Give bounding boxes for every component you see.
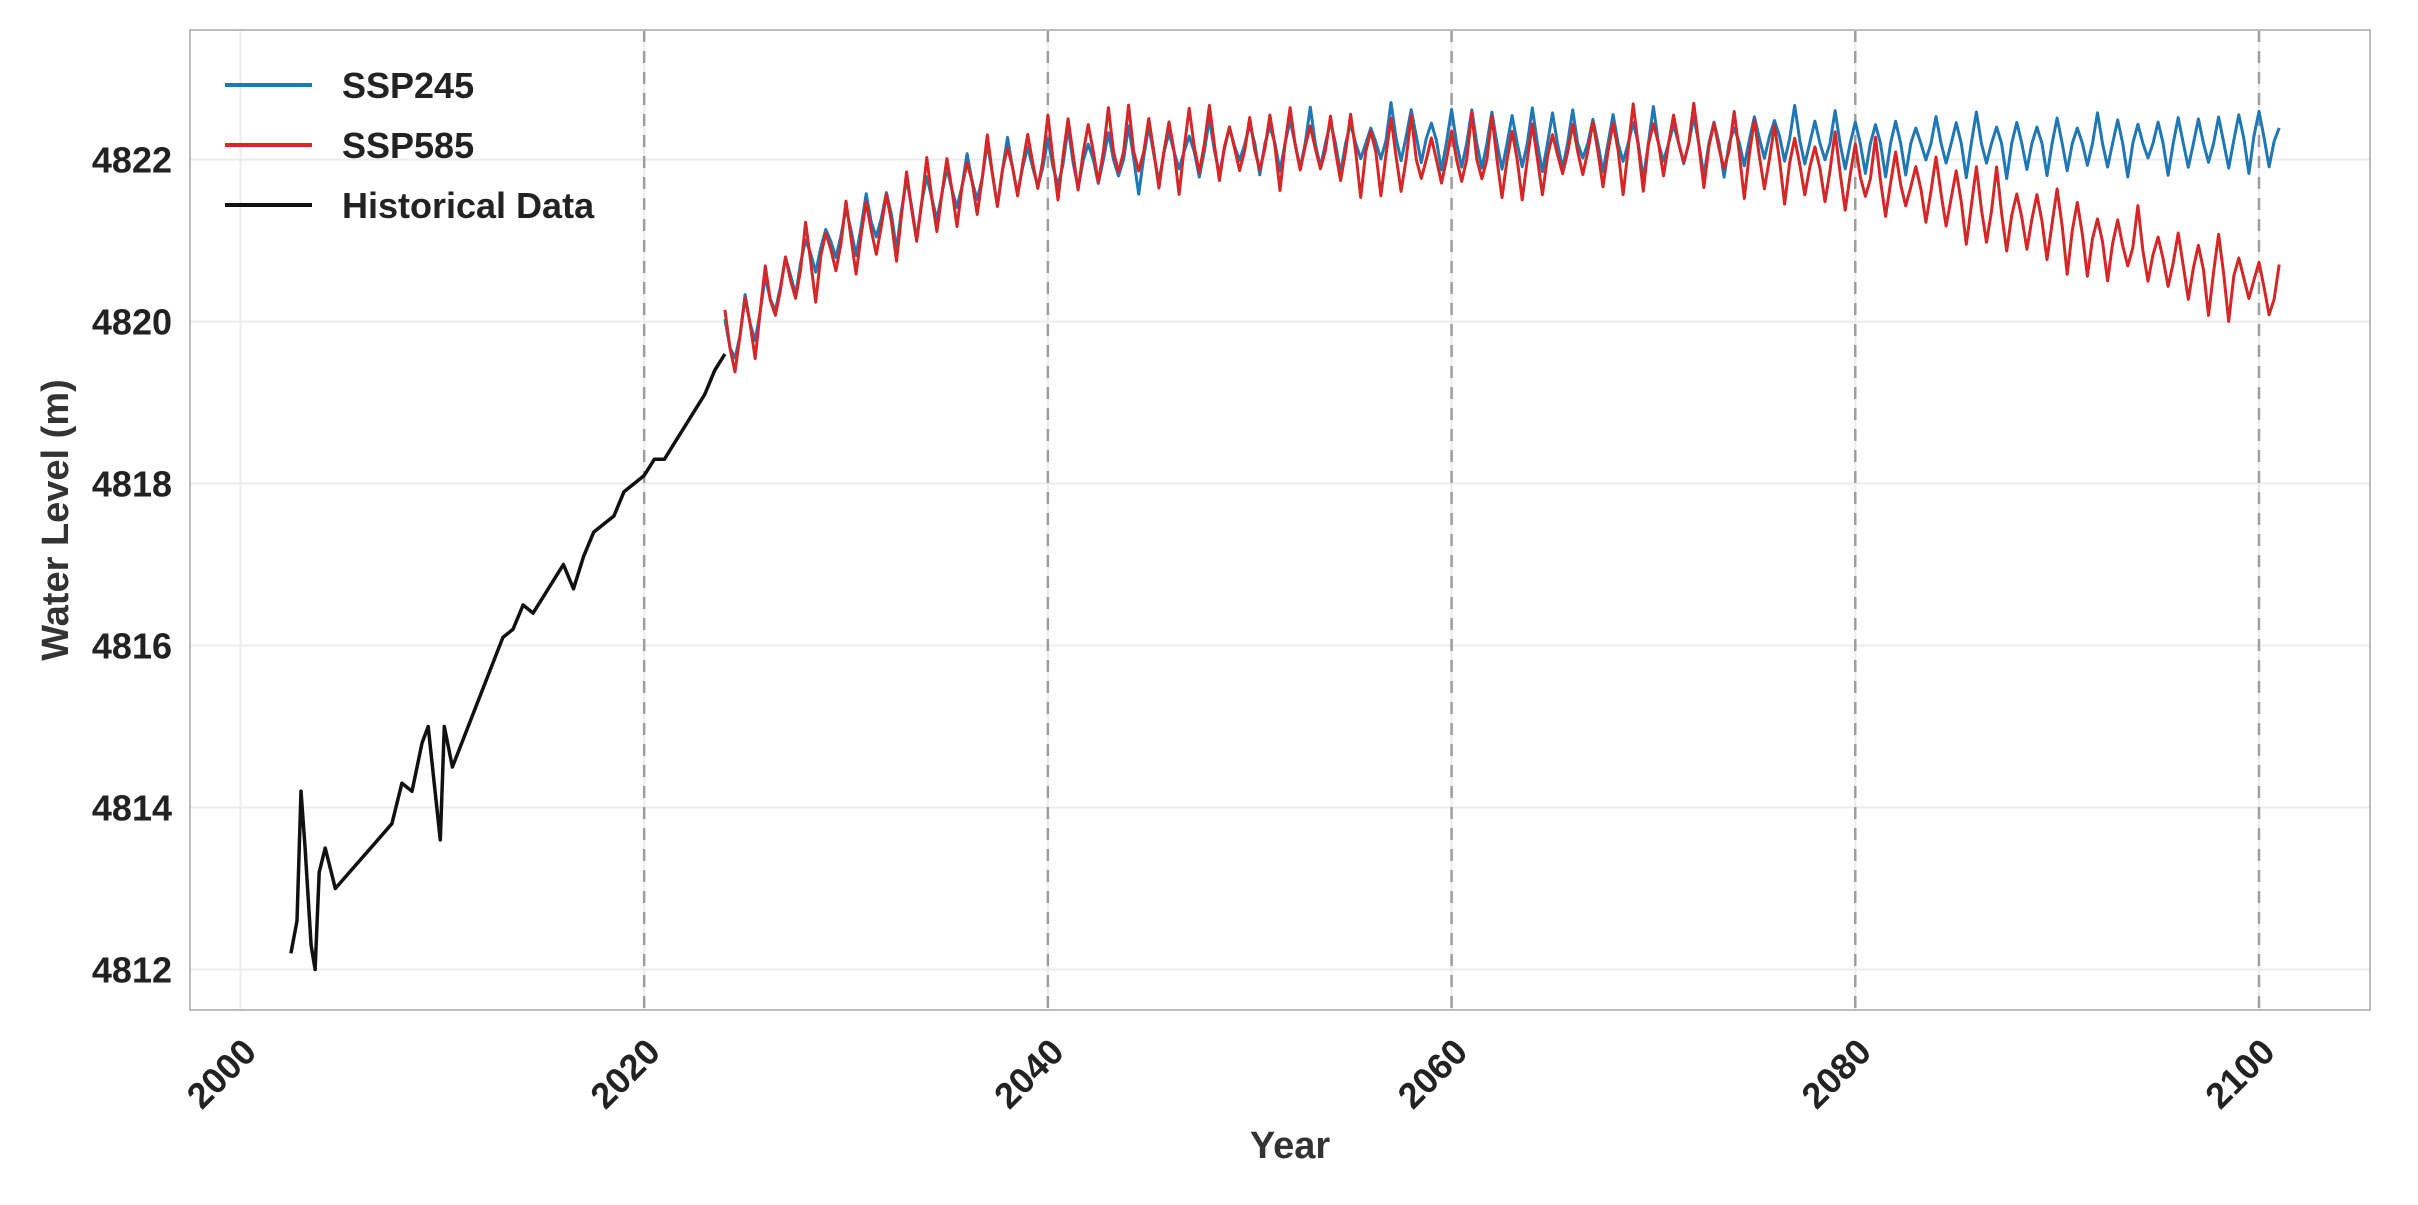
y-tick-label: 4820 xyxy=(92,302,172,343)
series-line-ssp585 xyxy=(723,101,2281,374)
plot-frame xyxy=(189,29,2371,1011)
x-tick-label: 2100 xyxy=(2197,1031,2283,1117)
x-tick-label: 2040 xyxy=(986,1031,1072,1117)
legend-label-ssp245: SSP245 xyxy=(342,65,474,106)
vertical-reference-lines xyxy=(642,30,2261,1010)
plot-background xyxy=(190,30,2370,1010)
legend-label-ssp585: SSP585 xyxy=(342,125,474,166)
legend: SSP245 SSP585 Historical Data xyxy=(225,65,595,226)
x-tick-label: 2000 xyxy=(178,1031,264,1117)
legend-label-historical: Historical Data xyxy=(342,185,595,226)
series-layer xyxy=(289,101,2281,972)
x-tick-labels: 2000 2020 2040 2060 2080 2100 xyxy=(178,1031,2282,1117)
y-tick-label: 4812 xyxy=(92,950,172,991)
series-line-historical-data xyxy=(289,353,727,972)
x-tick-label: 2060 xyxy=(1390,1031,1476,1117)
x-tick-label: 2080 xyxy=(1793,1031,1879,1117)
y-tick-label: 4822 xyxy=(92,140,172,181)
y-axis-title: Water Level (m) xyxy=(35,379,77,661)
y-tick-label: 4818 xyxy=(92,464,172,505)
x-tick-label: 2020 xyxy=(582,1031,668,1117)
y-tick-labels: 4812 4814 4816 4818 4820 4822 xyxy=(92,140,172,991)
x-axis-title: Year xyxy=(1250,1125,1331,1167)
y-tick-label: 4816 xyxy=(92,626,172,667)
y-tick-label: 4814 xyxy=(92,788,172,829)
